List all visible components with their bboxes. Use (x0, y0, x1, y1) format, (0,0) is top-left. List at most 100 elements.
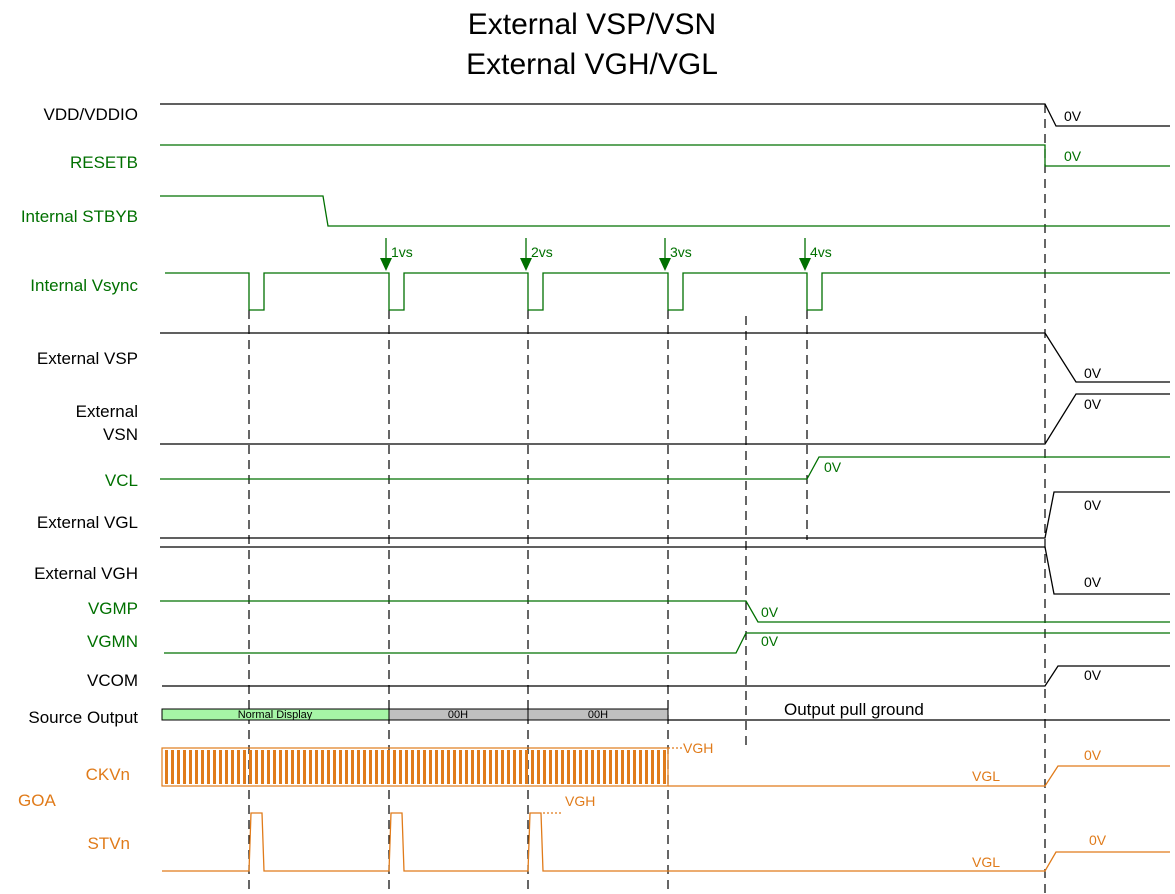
ckvn-pulse (471, 750, 474, 784)
ckvn-pulse (633, 750, 636, 784)
ckvn-pulse (207, 750, 210, 784)
ckvn-pulse (489, 750, 492, 784)
ckvn-pulse (615, 750, 618, 784)
ckvn-pulse (465, 750, 468, 784)
vs1-label: 1vs (391, 244, 413, 260)
vgl-waveform (160, 491, 1170, 539)
ckvn-pulse (177, 750, 180, 784)
stbyb-label: Internal STBYB (21, 207, 138, 226)
ckvn-pulse (309, 750, 312, 784)
ckvn-pulse (597, 750, 600, 784)
ckvn-pulse (333, 750, 336, 784)
ckvn-pulse (267, 750, 270, 784)
stvn-0v-label: 0V (1089, 832, 1107, 848)
stvn-vgl-label: VGL (972, 854, 1000, 870)
vcl-waveform (160, 456, 1170, 480)
ckvn-pulse (573, 750, 576, 784)
vdd-label: VDD/VDDIO (44, 105, 138, 124)
ckvn-pulse (501, 750, 504, 784)
source-output-label: Source Output (28, 708, 138, 727)
vgl-0v-label: 0V (1084, 497, 1102, 513)
vdd-waveform (160, 103, 1170, 127)
vsync-label: Internal Vsync (30, 276, 138, 295)
vgmp-waveform (160, 600, 1170, 623)
ckvn-pulse (297, 750, 300, 784)
00h-label-1: 00H (448, 709, 468, 721)
vsn-waveform (160, 393, 1170, 445)
vgh-waveform (160, 546, 1170, 595)
ckvn-pulse (195, 750, 198, 784)
ckvn-pulse (273, 750, 276, 784)
ckvn-pulse (405, 750, 408, 784)
stbyb-waveform (160, 195, 1170, 227)
resetb-label: RESETB (70, 153, 138, 172)
vsync-waveform (165, 272, 1170, 311)
ckvn-pulse (351, 750, 354, 784)
stvn-waveform (162, 812, 1170, 872)
ckvn-pulse (525, 750, 528, 784)
ckvn-pulse (423, 750, 426, 784)
ckvn-pulse (441, 750, 444, 784)
vcom-waveform (162, 665, 1170, 687)
ckvn-waveform (668, 765, 1170, 787)
vs2-label: 2vs (531, 244, 553, 260)
ckvn-pulse (339, 750, 342, 784)
output-pull-ground-label: Output pull ground (784, 700, 924, 719)
ckvn-pulse (291, 750, 294, 784)
ckvn-pulse (285, 750, 288, 784)
ckvn-pulse (225, 750, 228, 784)
vsync-arrow-3 (659, 238, 671, 271)
vgmn-waveform (164, 632, 1170, 654)
ckvn-clock-envelope (161, 747, 669, 787)
ckvn-0v-label: 0V (1084, 747, 1102, 763)
ckvn-clock-pulses (165, 750, 666, 784)
vgmn-label: VGMN (87, 632, 138, 651)
vsync-arrow-1 (380, 238, 392, 271)
vcom-label: VCOM (87, 671, 138, 690)
goa-label: GOA (18, 791, 56, 810)
ckvn-pulse (165, 750, 168, 784)
ckvn-pulse (261, 750, 264, 784)
vsn-label-line-1: External (76, 402, 138, 421)
ckvn-pulse (213, 750, 216, 784)
ckvn-pulse (429, 750, 432, 784)
ckvn-pulse (375, 750, 378, 784)
vsp-waveform (160, 332, 1170, 383)
vdd-0v-label: 0V (1064, 108, 1082, 124)
vsync-arrow-2 (520, 238, 532, 271)
ckvn-pulse (393, 750, 396, 784)
ckvn-pulse (663, 750, 666, 784)
ckvn-pulse (579, 750, 582, 784)
ckvn-pulse (519, 750, 522, 784)
ckvn-vgl-label: VGL (972, 768, 1000, 784)
ckvn-pulse (345, 750, 348, 784)
ckvn-pulse (495, 750, 498, 784)
ckvn-vgh-label: VGH (683, 740, 713, 756)
vsync-arrow-4 (799, 238, 811, 271)
stvn-vgh-label: VGH (565, 793, 595, 809)
ckvn-pulse (621, 750, 624, 784)
00h-label-2: 00H (588, 709, 608, 721)
ckvn-pulse (543, 750, 546, 784)
ckvn-pulse (477, 750, 480, 784)
ckvn-pulse (255, 750, 258, 784)
ckvn-pulse (651, 750, 654, 784)
resetb-0v-label: 0V (1064, 148, 1082, 164)
vsn-0v-label: 0V (1084, 396, 1102, 412)
ckvn-pulse (561, 750, 564, 784)
vgmp-0v-label: 0V (761, 604, 779, 620)
ckvn-pulse (231, 750, 234, 784)
ckvn-pulse (567, 750, 570, 784)
timing-markers (248, 104, 1046, 894)
vgmn-0v-label: 0V (761, 633, 779, 649)
title-line-1: External VSP/VSN (468, 8, 716, 41)
vs3-label: 3vs (670, 244, 692, 260)
vgl-label: External VGL (37, 513, 138, 532)
vcl-label: VCL (105, 471, 138, 490)
ckvn-pulse (387, 750, 390, 784)
ckvn-pulse (243, 750, 246, 784)
ckvn-pulse (303, 750, 306, 784)
ckvn-pulse (453, 750, 456, 784)
